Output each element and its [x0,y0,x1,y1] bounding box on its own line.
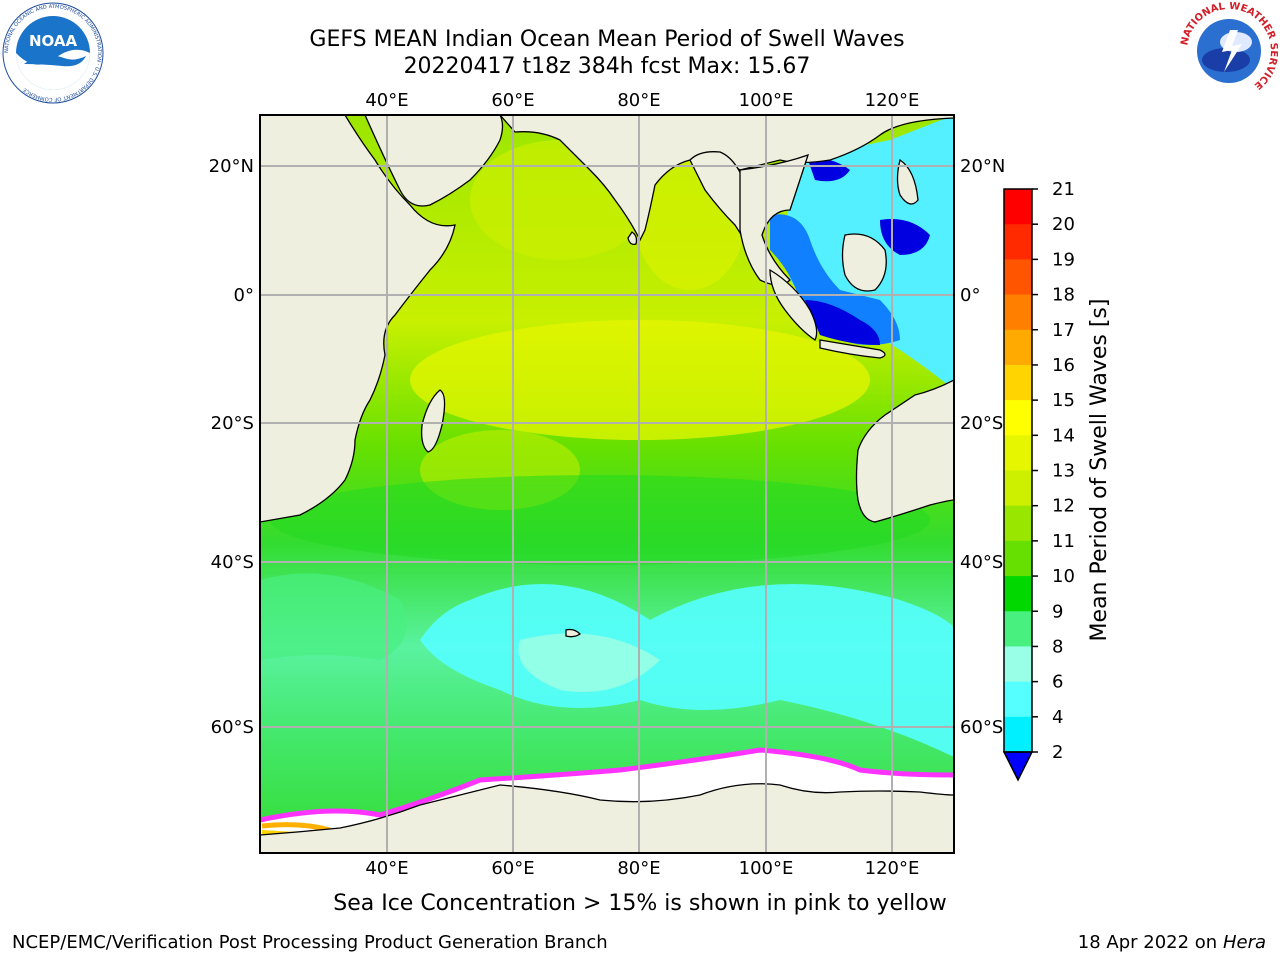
lon-label: 120°E [865,858,920,879]
colorbar-swatches [1004,189,1032,753]
madagascar [420,389,446,453]
lon-label: 60°E [491,858,534,879]
colorbar-extend-arrow [1002,751,1034,782]
lon-labels-top: 40°E 60°E 80°E 100°E 120°E [365,90,919,111]
arabian-peninsula [364,115,504,207]
colorbar-swatch [1004,681,1032,718]
gulf-of-tonkin-waters [808,158,850,182]
australia [855,379,954,523]
lat-label: 20°N [209,156,254,177]
colorbar-tick-label: 13 [1052,461,1075,482]
colorbar-swatch [1004,576,1032,612]
lat-label: 60°S [960,717,1003,738]
colorbar-swatch [1004,470,1032,507]
colorbar-swatch [1004,400,1032,436]
lon-label: 80°E [617,90,660,111]
map-subtitle: 20220417 t18z 384h fcst Max: 15.67 [403,54,811,79]
colorbar-tick-label: 21 [1052,179,1075,200]
lat-label: 20°N [960,156,1005,177]
map-field [260,115,954,853]
antarctica [260,783,954,853]
lat-label: 40°S [960,552,1003,573]
colorbar-tick-label: 19 [1052,249,1075,270]
colorbar-tick-label: 17 [1052,320,1075,341]
colorbar-swatch [1004,435,1032,471]
lat-label: 20°S [211,413,254,434]
java-sea-waters [805,300,880,345]
sri-lanka [627,231,638,246]
colorbar-swatch [1004,189,1032,225]
lat-label: 0° [234,285,254,306]
noaa-logo: NATIONAL OCEANIC AND ATMOSPHERIC ADMINIS… [2,2,104,104]
colorbar-swatch [1004,540,1032,577]
kerguelen [565,628,582,638]
borneo [841,233,887,292]
lat-label: 40°S [211,552,254,573]
sumatra [769,268,818,341]
colorbar-tick-label: 8 [1052,636,1063,657]
land [260,115,954,853]
lat-label: 0° [960,285,980,306]
colorbar-swatch [1004,505,1032,542]
southern-swell-zone [420,584,954,758]
colorbar-tick-label: 15 [1052,390,1075,411]
footer-date: 18 Apr 2022 on [1077,932,1223,953]
lat-labels-left: 20°N 0° 20°S 40°S 60°S [209,156,254,738]
colorbar-tick-label: 10 [1052,566,1075,587]
sea-ice-caption: Sea Ice Concentration > 15% is shown in … [333,891,947,916]
footer-machine: Hera [1222,932,1266,953]
africa [260,115,456,523]
java [819,339,886,359]
lon-label: 100°E [739,90,794,111]
noaa-wordmark: NOAA [29,32,78,50]
colorbar-tick-label: 9 [1052,601,1063,622]
colorbar-tick-label: 14 [1052,425,1075,446]
lon-label: 120°E [865,90,920,111]
colorbar-swatch [1004,224,1032,260]
colorbar-swatch [1004,611,1032,647]
colorbar-tick-label: 20 [1052,214,1075,235]
gulf-waters [770,214,900,345]
lon-label: 60°E [491,90,534,111]
colorbar-tick-label: 11 [1052,531,1075,552]
southwest-zone [260,573,407,660]
lon-label: 40°E [365,90,408,111]
colorbar-swatch [1004,259,1032,296]
colorbar-swatch [1004,646,1032,683]
malay-peninsula [739,153,810,286]
colorbar-swatch [1004,364,1032,401]
colorbar-ticks: 21 20 19 18 17 16 15 14 13 12 11 10 9 8 6 4 2 [1032,179,1075,763]
colorbar-tick-label: 6 [1052,672,1063,693]
colorbar-swatch [1004,716,1032,753]
colorbar-tick-label: 16 [1052,355,1075,376]
philippines [896,158,919,205]
lat-labels-right: 20°N 0° 20°S 40°S 60°S [960,156,1005,738]
lon-labels-bottom: 40°E 60°E 80°E 100°E 120°E [365,858,919,879]
lon-label: 100°E [739,858,794,879]
colorbar-swatch [1004,294,1032,331]
colorbar-tick-label: 18 [1052,285,1075,306]
lat-label: 20°S [960,413,1003,434]
map-frame [259,114,955,854]
sea-ice-high-concentration [261,822,331,833]
sea-ice-edge [260,747,954,823]
colorbar: 21 20 19 18 17 16 15 14 13 12 11 10 9 8 6 4 2 Mean Perio… [1002,179,1112,782]
colorbar-label: Mean Period of Swell Waves [s] [1087,299,1112,642]
lon-label: 40°E [365,858,408,879]
map-title: GEFS MEAN Indian Ocean Mean Period of Sw… [309,27,905,52]
southern-swell-core [518,633,660,692]
graticule [260,115,954,853]
lon-label: 80°E [617,858,660,879]
colorbar-swatch [1004,329,1032,366]
footer-timestamp: 18 Apr 2022 on Hera [1078,932,1266,953]
green-band [270,475,930,565]
lat-label: 60°S [211,717,254,738]
colorbar-tick-label: 4 [1052,707,1063,728]
colorbar-tick-label: 12 [1052,496,1075,517]
footer-credit: NCEP/EMC/Verification Post Processing Pr… [12,932,608,953]
nws-logo: NATIONAL WEATHER SERVICE [1180,2,1278,99]
colorbar-tick-label: 2 [1052,742,1063,763]
